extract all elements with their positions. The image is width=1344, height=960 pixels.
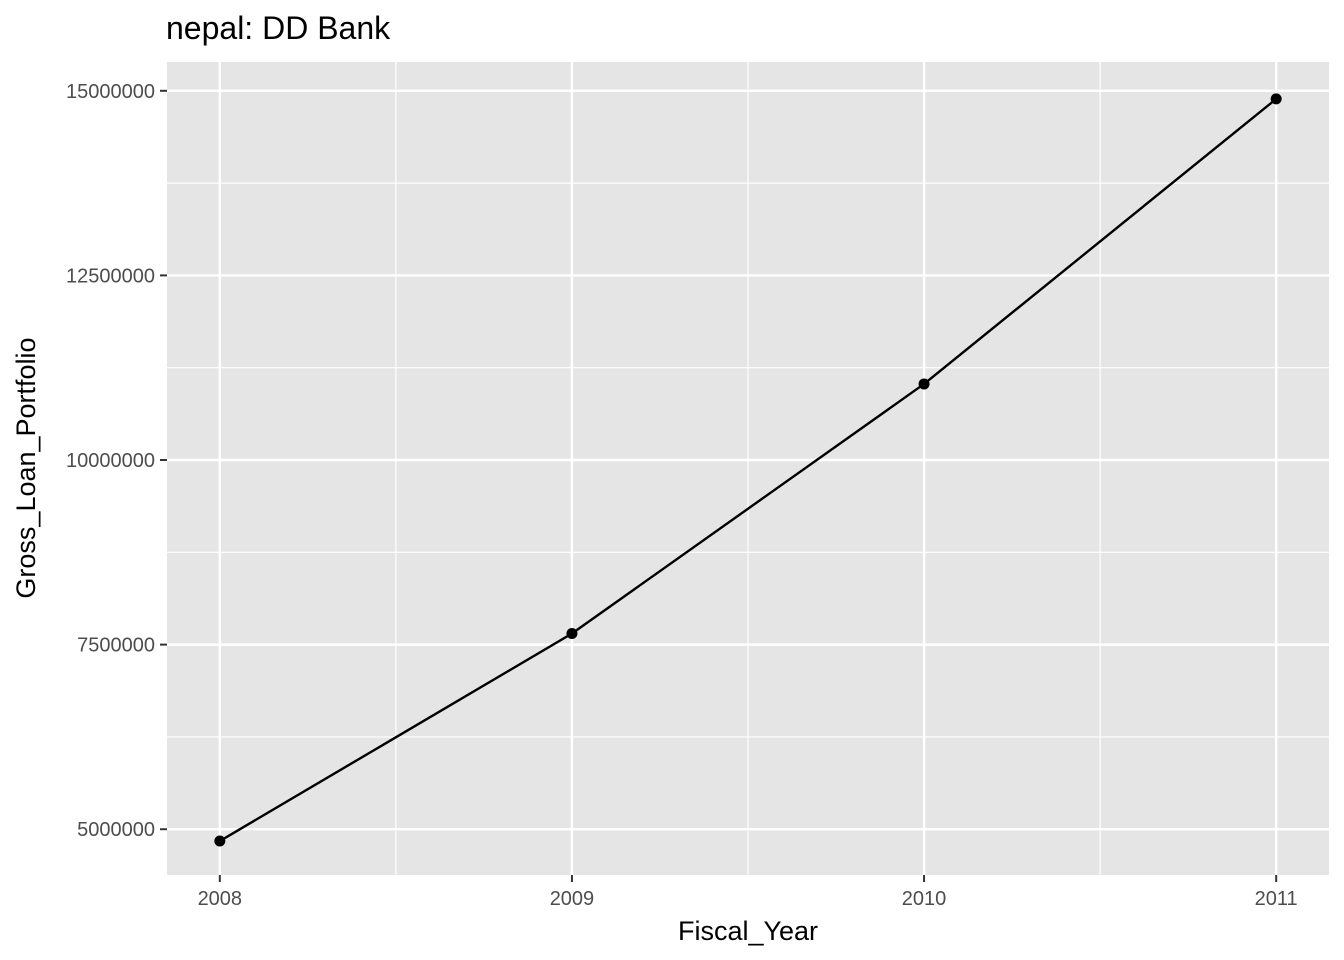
series-line [219, 97, 1277, 843]
y-tick-label: 7500000 [77, 635, 155, 657]
data-point [1270, 93, 1282, 105]
data-point [566, 628, 578, 640]
y-tick-label: 10000000 [66, 450, 155, 472]
y-tick-label: 12500000 [66, 265, 155, 287]
y-tick-label: 5000000 [77, 819, 155, 841]
y-axis-title: Gross_Loan_Portfolio [11, 337, 41, 598]
grid-major [167, 62, 1329, 875]
y-tick-label: 15000000 [66, 81, 155, 103]
data-point [918, 378, 930, 390]
data-point [214, 835, 226, 847]
x-tick-label: 2009 [550, 888, 595, 910]
x-axis-title: Fiscal_Year [678, 916, 818, 946]
x-axis: 2008 2009 2010 2011 [198, 875, 1298, 910]
x-tick-label: 2010 [902, 888, 947, 910]
x-tick-label: 2008 [198, 888, 243, 910]
grid-minor [167, 62, 1329, 875]
series-layer [214, 93, 1282, 847]
y-axis: 5000000 7500000 10000000 12500000 15000000 [66, 81, 167, 841]
x-tick-label: 2011 [1255, 888, 1298, 910]
chart-title: nepal: DD Bank [166, 10, 391, 46]
